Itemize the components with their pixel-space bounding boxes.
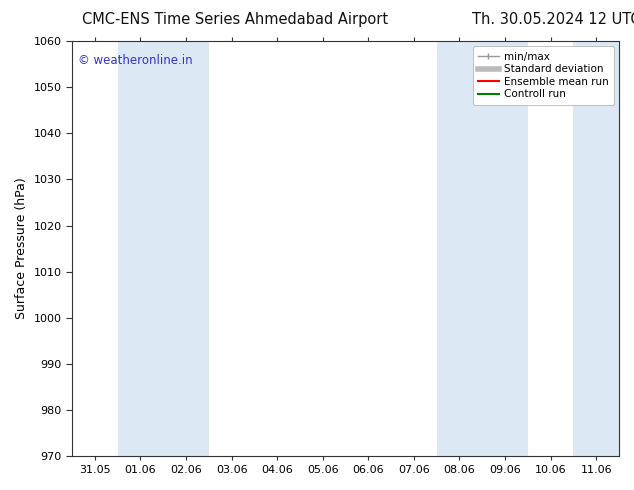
Bar [482,41,528,456]
Bar [163,41,209,456]
Bar [118,41,163,456]
Y-axis label: Surface Pressure (hPa): Surface Pressure (hPa) [15,178,28,319]
Legend: min/max, Standard deviation, Ensemble mean run, Controll run: min/max, Standard deviation, Ensemble me… [472,47,614,105]
Text: CMC-ENS Time Series Ahmedabad Airport: CMC-ENS Time Series Ahmedabad Airport [82,12,387,27]
Text: © weatheronline.in: © weatheronline.in [77,54,192,67]
Bar [437,41,482,456]
Text: Th. 30.05.2024 12 UTC: Th. 30.05.2024 12 UTC [472,12,634,27]
Bar [573,41,619,456]
